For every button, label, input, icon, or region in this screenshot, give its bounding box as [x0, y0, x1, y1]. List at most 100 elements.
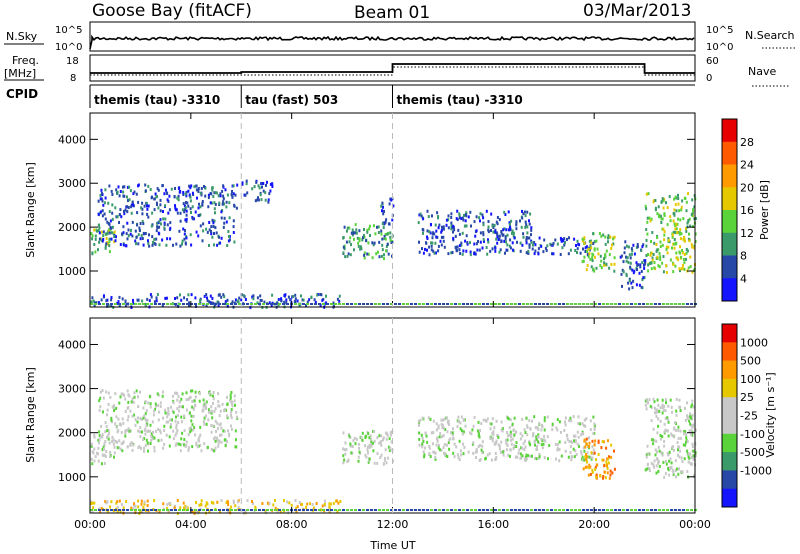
heatmap-cell [434, 223, 437, 227]
heatmap-cell [540, 428, 543, 432]
heatmap-cell [172, 243, 174, 247]
heatmap-cell [675, 413, 678, 417]
heatmap-cell [338, 299, 341, 303]
heatmap-cell [546, 415, 549, 419]
heatmap-cell [572, 447, 575, 451]
heatmap-cell [189, 426, 192, 430]
heatmap-cell [629, 256, 632, 260]
heatmap-cell [530, 240, 533, 244]
heatmap-cell [191, 389, 194, 393]
heatmap-cell [184, 208, 186, 212]
heatmap-cell [146, 441, 149, 445]
heatmap-cell [226, 416, 229, 420]
heatmap-cell [346, 226, 349, 230]
ground-scatter-cell [378, 303, 381, 305]
heatmap-cell [269, 182, 272, 186]
heatmap-cell [684, 257, 687, 261]
heatmap-cell [131, 397, 134, 401]
heatmap-cell [458, 232, 461, 236]
heatmap-cell [102, 445, 105, 449]
ground-scatter-cell [306, 509, 309, 511]
heatmap-cell [653, 241, 656, 245]
heatmap-cell [260, 182, 263, 185]
heatmap-cell [103, 212, 106, 216]
heatmap-cell [269, 189, 272, 193]
heatmap-cell [198, 503, 201, 507]
heatmap-cell [521, 446, 524, 450]
heatmap-cell [118, 213, 121, 216]
heatmap-cell [687, 452, 690, 456]
heatmap-cell [347, 433, 350, 437]
heatmap-cell [279, 510, 282, 514]
heatmap-cell [630, 247, 633, 251]
heatmap-cell [673, 212, 676, 216]
heatmap-cell [649, 219, 652, 223]
heatmap-cell [217, 303, 220, 307]
heatmap-cell [385, 244, 388, 248]
heatmap-cell [458, 214, 461, 218]
heatmap-cell [350, 231, 353, 235]
heatmap-cell [236, 500, 239, 504]
heatmap-cell [132, 507, 135, 511]
heatmap-cell [440, 448, 443, 452]
colorbar-frame [721, 323, 738, 508]
heatmap-cell [444, 452, 447, 456]
heatmap-cell [114, 239, 117, 243]
heatmap-cell [384, 448, 387, 452]
heatmap-cell [348, 434, 351, 438]
heatmap-cell [560, 430, 562, 434]
heatmap-cell [511, 422, 514, 426]
heatmap-cell [116, 509, 119, 513]
heatmap-cell [295, 506, 298, 510]
ground-scatter-cell [390, 509, 393, 511]
heatmap-cell [509, 430, 512, 434]
heatmap-cell [464, 224, 467, 228]
heatmap-cell [540, 443, 543, 447]
heatmap-cell [420, 433, 423, 437]
ground-scatter-cell [202, 509, 205, 511]
heatmap-cell [305, 304, 307, 307]
heatmap-cell [422, 450, 425, 454]
heatmap-cell [264, 509, 267, 513]
heatmap-cell [652, 253, 655, 256]
ground-scatter-cell [678, 509, 681, 511]
heatmap-cell [262, 189, 265, 193]
heatmap-cell [120, 431, 123, 434]
heatmap-cell [141, 212, 144, 216]
heatmap-cell [128, 429, 131, 433]
heatmap-cell [436, 439, 439, 443]
ground-scatter-cell [454, 303, 457, 305]
heatmap-cell [348, 226, 351, 230]
heatmap-cell [249, 306, 252, 310]
colorbar-swatch [722, 488, 737, 508]
heatmap-cell [676, 222, 679, 226]
heatmap-cell [230, 416, 233, 420]
ground-scatter-cell [118, 509, 121, 511]
heatmap-cell [434, 457, 437, 461]
heatmap-cell [91, 237, 94, 241]
heatmap-cell [154, 407, 157, 411]
heatmap-cell [691, 403, 694, 407]
heatmap-cell [199, 224, 202, 228]
heatmap-cell [675, 231, 678, 235]
heatmap-cell [653, 406, 656, 410]
heatmap-cell [674, 227, 677, 231]
heatmap-cell [665, 401, 667, 405]
heatmap-cell [351, 233, 354, 237]
heatmap-cell [231, 195, 234, 199]
heatmap-cell [659, 258, 662, 261]
heatmap-cell [174, 297, 176, 300]
heatmap-cell [153, 499, 156, 503]
heatmap-cell [454, 234, 457, 238]
heatmap-cell [677, 197, 680, 200]
heatmap-cell [147, 449, 149, 453]
heatmap-cell [661, 398, 664, 402]
colorbar-swatch [722, 433, 737, 453]
heatmap-cell [505, 441, 508, 445]
heatmap-cell [192, 406, 195, 410]
heatmap-cell [349, 442, 352, 446]
heatmap-cell [591, 470, 594, 474]
heatmap-cell [491, 224, 494, 228]
heatmap-cell [486, 417, 489, 421]
